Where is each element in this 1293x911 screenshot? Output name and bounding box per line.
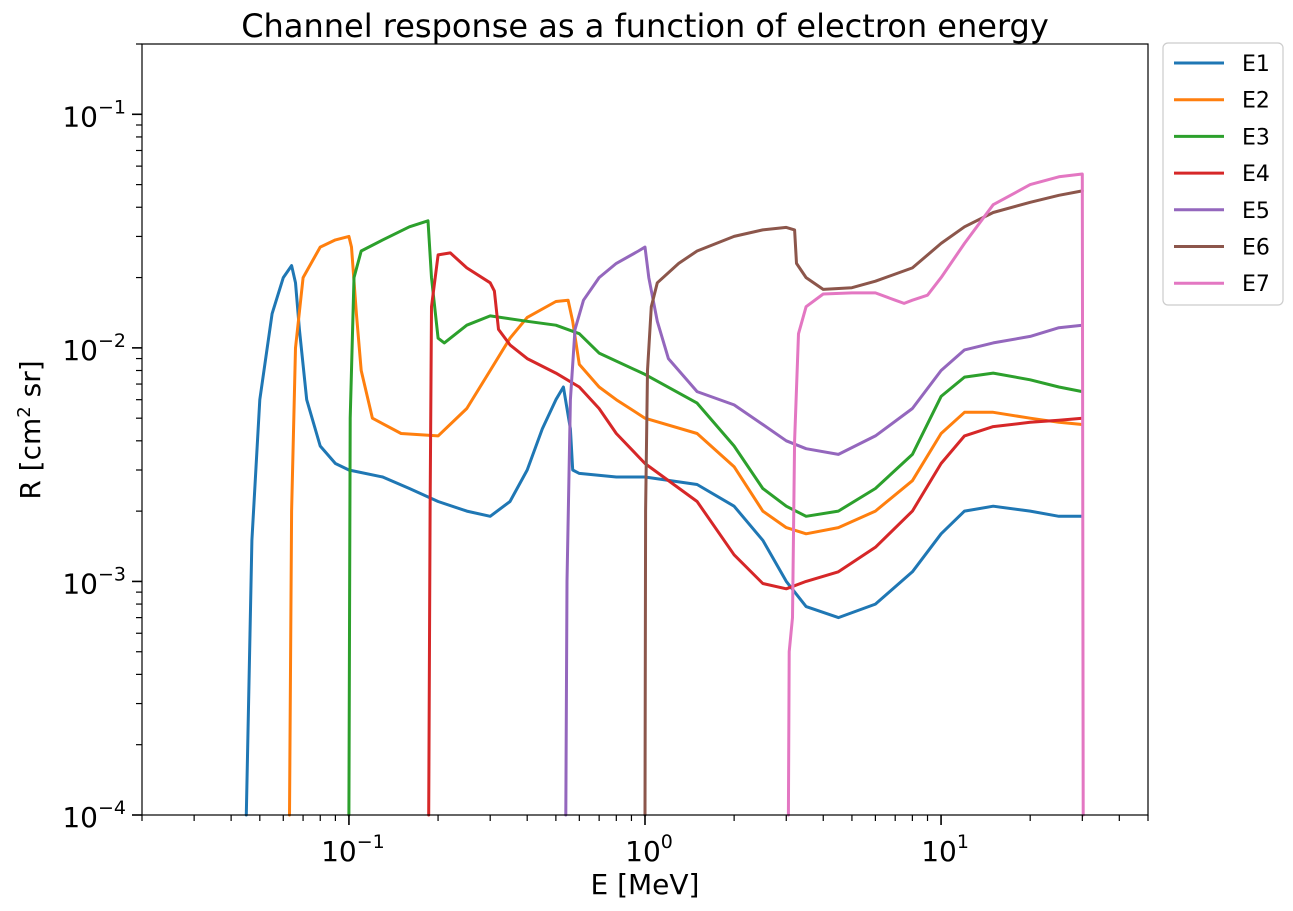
series-line-e4 (427, 251, 1084, 817)
y-axis-label-tail: sr] (14, 360, 47, 406)
axis-ticks (132, 43, 1149, 825)
legend-label-e2: E2 (1242, 89, 1270, 114)
x-tick-label: 100 (625, 831, 673, 868)
x-tick-label: 101 (921, 831, 969, 868)
legend-label-e6: E6 (1242, 236, 1270, 261)
legend-label-e1: E1 (1242, 52, 1270, 77)
plot-area (244, 172, 1085, 817)
x-tick-label: 10−1 (321, 831, 385, 868)
legend-label-e4: E4 (1242, 162, 1270, 187)
y-tick-label: 10−2 (62, 330, 126, 367)
y-tick-label: 10−1 (62, 96, 126, 133)
legend-label-e7: E7 (1242, 272, 1270, 297)
x-axis-label: E [MeV] (591, 868, 700, 901)
legend-label-e3: E3 (1242, 125, 1270, 150)
series-line-e7 (786, 172, 1085, 817)
chart-title: Channel response as a function of electr… (241, 7, 1049, 45)
axis-tick-labels: 10−1 100 101 10−4 10−3 10−2 10−1 (62, 96, 969, 868)
y-axis-label-sup: 2 (14, 406, 35, 417)
series-line-e2 (288, 234, 1084, 817)
series-line-e5 (564, 245, 1084, 817)
y-tick-label: 10−3 (62, 563, 126, 600)
series-line-e6 (643, 189, 1084, 817)
legend-label-e5: E5 (1242, 199, 1270, 224)
y-axis-label: R [cm2 sr] (14, 360, 47, 499)
y-tick-label: 10−4 (62, 797, 126, 834)
y-axis-label-main: R [cm (14, 418, 47, 500)
legend: E1 E2 E3 E4 E5 E6 E7 (1162, 42, 1284, 306)
series-line-e3 (347, 219, 1084, 817)
